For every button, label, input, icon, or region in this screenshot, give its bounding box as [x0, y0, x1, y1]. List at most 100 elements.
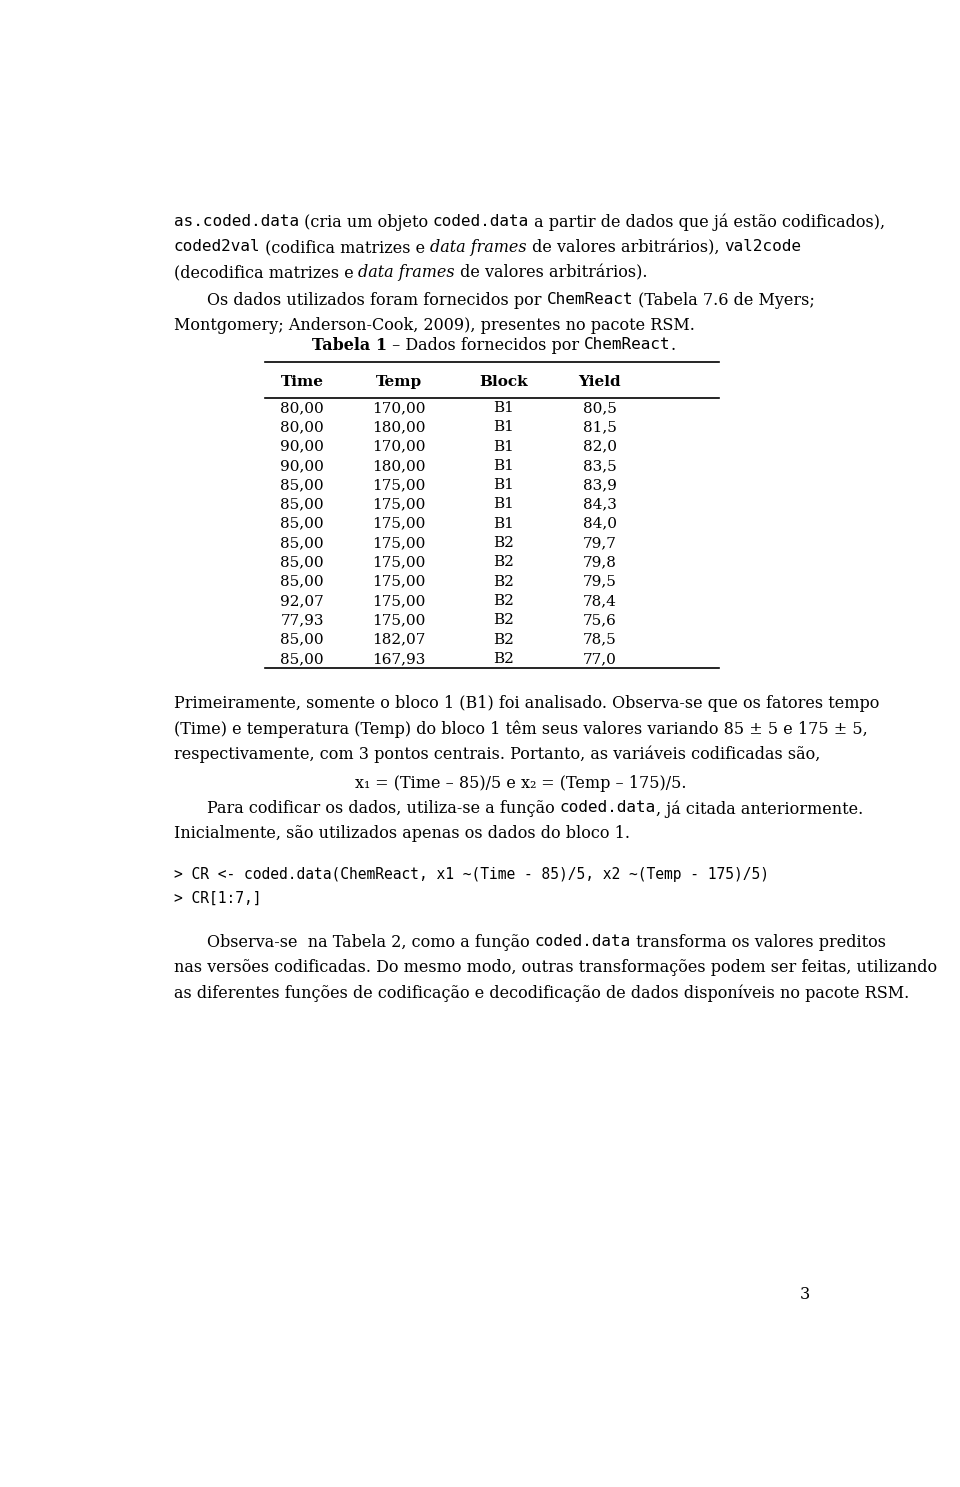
- Text: 90,00: 90,00: [280, 440, 324, 454]
- Text: 167,93: 167,93: [372, 651, 425, 666]
- Text: Temp: Temp: [376, 375, 422, 390]
- Text: 85,00: 85,00: [280, 555, 324, 570]
- Text: ChemReact: ChemReact: [546, 291, 634, 306]
- Text: – Dados fornecidos por: – Dados fornecidos por: [387, 338, 585, 354]
- Text: de valores arbitrários).: de valores arbitrários).: [455, 265, 648, 281]
- Text: > CR <- coded.data(ChemReact, x1 ~(Time - 85)/5, x2 ~(Temp - 175)/5): > CR <- coded.data(ChemReact, x1 ~(Time …: [174, 867, 769, 882]
- Text: 3: 3: [801, 1286, 810, 1303]
- Text: transforma os valores preditos: transforma os valores preditos: [631, 934, 886, 952]
- Text: data frames: data frames: [358, 265, 455, 281]
- Text: Inicialmente, são utilizados apenas os dados do bloco 1.: Inicialmente, são utilizados apenas os d…: [174, 825, 630, 842]
- Text: (codifica matrizes e: (codifica matrizes e: [260, 239, 430, 256]
- Text: 175,00: 175,00: [372, 593, 425, 608]
- Text: 175,00: 175,00: [372, 613, 425, 628]
- Text: 85,00: 85,00: [280, 651, 324, 666]
- Text: 170,00: 170,00: [372, 401, 425, 415]
- Text: 80,5: 80,5: [583, 401, 617, 415]
- Text: 90,00: 90,00: [280, 459, 324, 473]
- Text: Montgomery; Anderson-Cook, 2009), presentes no pacote RSM.: Montgomery; Anderson-Cook, 2009), presen…: [174, 317, 694, 335]
- Text: .: .: [671, 338, 676, 354]
- Text: B2: B2: [492, 555, 514, 570]
- Text: 83,5: 83,5: [583, 459, 616, 473]
- Text: B1: B1: [492, 479, 514, 492]
- Text: coded.data: coded.data: [560, 800, 657, 815]
- Text: data frames: data frames: [430, 239, 527, 256]
- Text: (decodifica matrizes e: (decodifica matrizes e: [174, 265, 358, 281]
- Text: 175,00: 175,00: [372, 555, 425, 570]
- Text: 78,5: 78,5: [583, 632, 616, 647]
- Text: B2: B2: [492, 535, 514, 550]
- Text: Tabela 1: Tabela 1: [312, 338, 387, 354]
- Text: 175,00: 175,00: [372, 498, 425, 512]
- Text: = (Temp – 175)/5.: = (Temp – 175)/5.: [537, 775, 686, 793]
- Text: 180,00: 180,00: [372, 421, 425, 434]
- Text: nas versões codificadas. Do mesmo modo, outras transformações podem ser feitas, : nas versões codificadas. Do mesmo modo, …: [174, 959, 937, 977]
- Text: 170,00: 170,00: [372, 440, 425, 454]
- Text: B2: B2: [492, 613, 514, 628]
- Text: respectivamente, com 3 pontos centrais. Portanto, as variáveis codificadas são,: respectivamente, com 3 pontos centrais. …: [174, 745, 820, 763]
- Text: B2: B2: [492, 632, 514, 647]
- Text: 78,4: 78,4: [583, 593, 617, 608]
- Text: 77,93: 77,93: [280, 613, 324, 628]
- Text: 85,00: 85,00: [280, 632, 324, 647]
- Text: Observa-se  na Tabela 2, como a função: Observa-se na Tabela 2, como a função: [207, 934, 535, 952]
- Text: ₂: ₂: [530, 775, 537, 793]
- Text: 85,00: 85,00: [280, 535, 324, 550]
- Text: 83,9: 83,9: [583, 479, 617, 492]
- Text: B2: B2: [492, 651, 514, 666]
- Text: 182,07: 182,07: [372, 632, 425, 647]
- Text: B1: B1: [492, 459, 514, 473]
- Text: Block: Block: [479, 375, 527, 390]
- Text: 175,00: 175,00: [372, 517, 425, 531]
- Text: 80,00: 80,00: [280, 421, 324, 434]
- Text: B1: B1: [492, 421, 514, 434]
- Text: Time: Time: [280, 375, 324, 390]
- Text: B1: B1: [492, 498, 514, 512]
- Text: Yield: Yield: [579, 375, 621, 390]
- Text: coded2val: coded2val: [174, 239, 260, 254]
- Text: (Tabela 7.6 de Myers;: (Tabela 7.6 de Myers;: [634, 291, 815, 309]
- Text: 80,00: 80,00: [280, 401, 324, 415]
- Text: val2code: val2code: [725, 239, 802, 254]
- Text: 92,07: 92,07: [280, 593, 324, 608]
- Text: = (Time – 85)/5 e x: = (Time – 85)/5 e x: [370, 775, 530, 793]
- Text: x: x: [354, 775, 363, 793]
- Text: 84,0: 84,0: [583, 517, 617, 531]
- Text: 85,00: 85,00: [280, 498, 324, 512]
- Text: B2: B2: [492, 593, 514, 608]
- Text: 175,00: 175,00: [372, 535, 425, 550]
- Text: a partir de dados que já estão codificados),: a partir de dados que já estão codificad…: [529, 214, 885, 232]
- Text: 81,5: 81,5: [583, 421, 617, 434]
- Text: B1: B1: [492, 401, 514, 415]
- Text: 79,5: 79,5: [583, 574, 617, 589]
- Text: , já citada anteriormente.: , já citada anteriormente.: [657, 800, 863, 818]
- Text: B1: B1: [492, 517, 514, 531]
- Text: 82,0: 82,0: [583, 440, 617, 454]
- Text: 85,00: 85,00: [280, 574, 324, 589]
- Text: ChemReact: ChemReact: [585, 338, 671, 352]
- Text: de valores arbitrários),: de valores arbitrários),: [527, 239, 725, 256]
- Text: 175,00: 175,00: [372, 479, 425, 492]
- Text: 175,00: 175,00: [372, 574, 425, 589]
- Text: 180,00: 180,00: [372, 459, 425, 473]
- Text: coded.data: coded.data: [535, 934, 631, 949]
- Text: 77,0: 77,0: [583, 651, 617, 666]
- Text: (Time) e temperatura (Temp) do bloco 1 têm seus valores variando 85 ± 5 e 175 ± : (Time) e temperatura (Temp) do bloco 1 t…: [174, 720, 867, 738]
- Text: as.coded.data: as.coded.data: [174, 214, 299, 229]
- Text: > CR[1:7,]: > CR[1:7,]: [174, 891, 261, 906]
- Text: 84,3: 84,3: [583, 498, 617, 512]
- Text: 79,7: 79,7: [583, 535, 617, 550]
- Text: Os dados utilizados foram fornecidos por: Os dados utilizados foram fornecidos por: [207, 291, 546, 309]
- Text: Primeiramente, somente o bloco 1 (B1) foi analisado. Observa-se que os fatores t: Primeiramente, somente o bloco 1 (B1) fo…: [174, 694, 879, 712]
- Text: ₁: ₁: [363, 775, 370, 793]
- Text: (cria um objeto: (cria um objeto: [299, 214, 433, 230]
- Text: B2: B2: [492, 574, 514, 589]
- Text: as diferentes funções de codificação e decodificação de dados disponíveis no pac: as diferentes funções de codificação e d…: [174, 984, 909, 1002]
- Text: Para codificar os dados, utiliza-se a função: Para codificar os dados, utiliza-se a fu…: [207, 800, 560, 818]
- Text: 85,00: 85,00: [280, 479, 324, 492]
- Text: coded.data: coded.data: [433, 214, 529, 229]
- Text: 85,00: 85,00: [280, 517, 324, 531]
- Text: 75,6: 75,6: [583, 613, 617, 628]
- Text: 79,8: 79,8: [583, 555, 617, 570]
- Text: B1: B1: [492, 440, 514, 454]
